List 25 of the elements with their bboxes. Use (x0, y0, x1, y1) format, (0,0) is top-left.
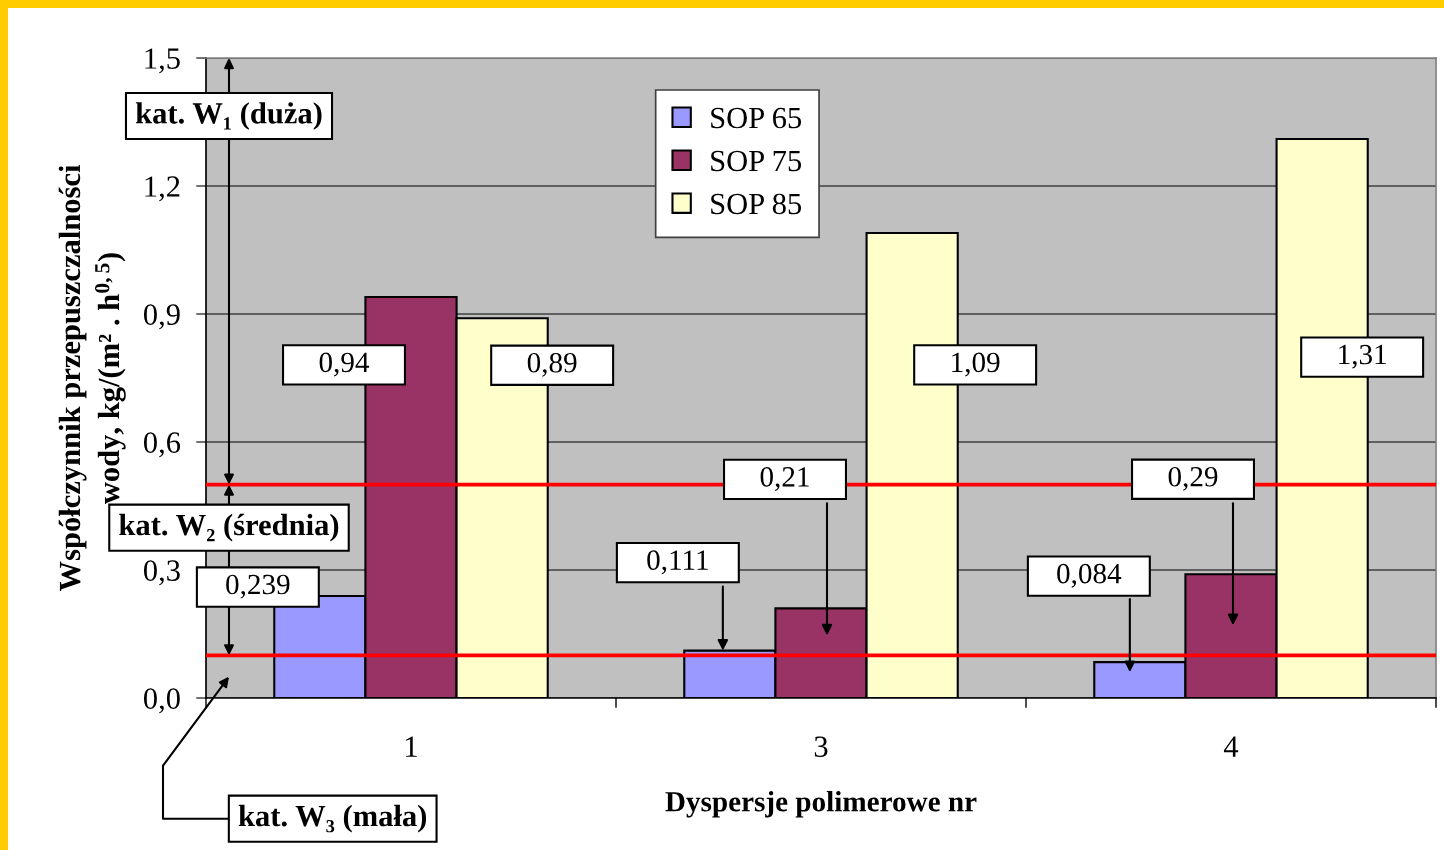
data-label: 0,084 (1057, 563, 1122, 588)
text: kat. W₃ (mała) (238, 804, 427, 833)
data-label: 1,09 (952, 352, 1000, 377)
x-tick-label: 4 (1223, 736, 1239, 757)
x-tick-label: 3 (814, 736, 828, 757)
annotation: kat. W₁ (duża) (135, 102, 322, 130)
legend-label: SOP 65 (711, 107, 802, 129)
annotation: kat. W₂ (średnia) (119, 513, 339, 542)
data-label: 0,21 (760, 467, 809, 491)
y-tick-label: 0,0 (143, 688, 180, 714)
y-tick-label: 1,2 (145, 176, 180, 202)
y-tick-label: 1,5 (145, 48, 180, 74)
data-label: 0,29 (1168, 466, 1218, 491)
x-axis-title: Dyspersje polimerowe nr (665, 790, 977, 818)
data-label: 0,239 (226, 574, 290, 599)
legend-label: SOP 75 (711, 150, 802, 172)
y-tick-label: 0,3 (143, 560, 180, 586)
y-tick-label: 0,9 (143, 304, 180, 330)
x-tick-label: 1 (406, 736, 417, 757)
data-label: 0,111 (647, 550, 708, 575)
data-label: 0,94 (319, 352, 370, 377)
y-tick-label: 0,6 (143, 432, 181, 458)
legend-label: SOP 85 (711, 193, 802, 215)
data-label: 0,89 (527, 352, 577, 377)
data-label: 1,31 (1339, 344, 1386, 369)
